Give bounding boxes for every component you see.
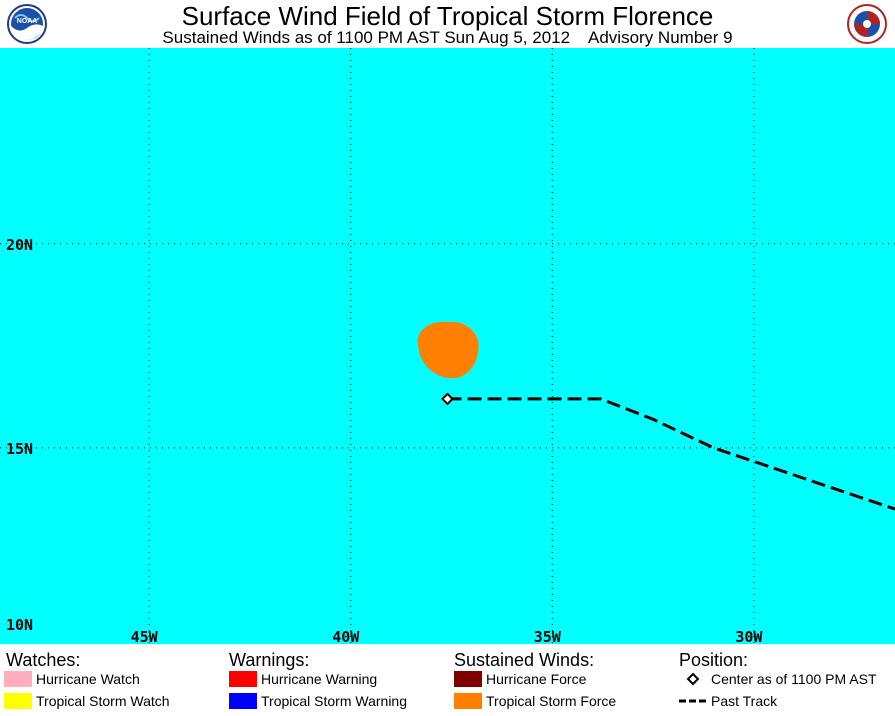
legend-position-heading: Position: xyxy=(679,650,749,670)
legend-item-hurricane-warning: Hurricane Warning xyxy=(229,670,439,688)
noaa-logo-text: NOAA xyxy=(17,18,38,25)
legend-item-tropical-storm-force: Tropical Storm Force xyxy=(454,692,664,710)
noaa-logo-icon: NOAA xyxy=(7,4,47,44)
legend-label: Center as of 1100 PM AST xyxy=(711,671,877,687)
wind-field-shape xyxy=(417,321,479,379)
tropical-storm-force-wind-field xyxy=(417,321,479,379)
header: NOAA Surface Wind Field of Tropical Stor… xyxy=(0,0,895,48)
legend-label: Hurricane Watch xyxy=(36,671,140,687)
legend-label: Hurricane Warning xyxy=(261,671,378,687)
lat-tick-label: 15N xyxy=(6,440,33,458)
diamond-icon xyxy=(686,672,700,686)
legend-item-past-track: Past Track xyxy=(679,692,891,710)
legend-label: Tropical Storm Warning xyxy=(261,693,408,709)
legend-item-hurricane-force: Hurricane Force xyxy=(454,670,664,688)
map-title: Surface Wind Field of Tropical Storm Flo… xyxy=(181,1,714,31)
storm-center-diamond-icon xyxy=(441,392,454,406)
dashed-line-icon xyxy=(679,699,707,703)
legend-label: Tropical Storm Force xyxy=(486,693,617,709)
hurricane-force-swatch xyxy=(454,671,482,687)
center-diamond-shape xyxy=(441,392,454,406)
legend-warnings-heading: Warnings: xyxy=(229,650,310,670)
legend-label: Hurricane Force xyxy=(486,671,587,687)
lon-tick-label: 30W xyxy=(735,628,763,644)
legend-winds-heading: Sustained Winds: xyxy=(454,650,595,670)
lon-tick-label: 45W xyxy=(131,628,159,644)
hurricane-watch-swatch xyxy=(4,671,32,687)
legend-item-tropical-storm-watch: Tropical Storm Watch xyxy=(4,692,204,710)
hurricane-warning-swatch xyxy=(229,671,257,687)
legend: Watches: Hurricane Watch Tropical Storm … xyxy=(0,644,895,716)
tropical-storm-warning-swatch xyxy=(229,693,257,709)
tropical-storm-force-swatch xyxy=(454,693,482,709)
legend-watches-heading: Watches: xyxy=(6,650,81,670)
lon-tick-label: 40W xyxy=(332,628,360,644)
grid-tick-labels: 20N 15N 10N 45W 40W 35W 30W xyxy=(6,236,763,644)
lat-tick-label: 10N xyxy=(6,616,33,634)
map-subtitle: Sustained Winds as of 1100 PM AST Sun Au… xyxy=(162,28,733,47)
lon-tick-label: 35W xyxy=(534,628,562,644)
lat-tick-label: 20N xyxy=(6,236,33,254)
legend-label: Tropical Storm Watch xyxy=(36,693,170,709)
national-weather-service-logo-icon xyxy=(847,4,887,44)
tropical-storm-watch-swatch xyxy=(4,693,32,709)
legend-label: Past Track xyxy=(711,693,778,709)
legend-item-tropical-storm-warning: Tropical Storm Warning xyxy=(229,692,439,710)
past-track-line xyxy=(447,397,895,511)
legend-item-hurricane-watch: Hurricane Watch xyxy=(4,670,204,688)
legend-item-center: Center as of 1100 PM AST xyxy=(679,670,891,688)
storm-map: 20N 15N 10N 45W 40W 35W 30W xyxy=(0,48,895,644)
